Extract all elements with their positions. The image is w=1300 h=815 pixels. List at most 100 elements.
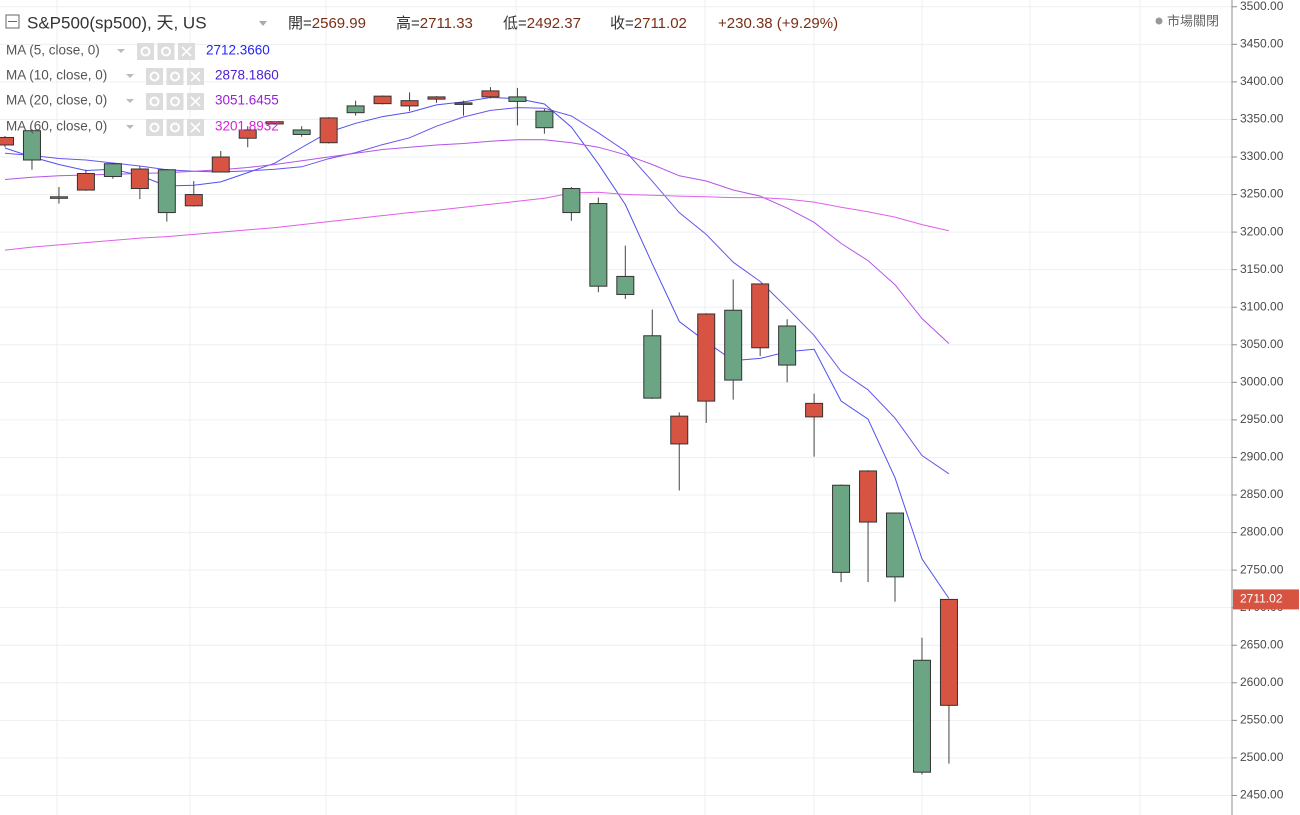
dropdown-arrow[interactable] [259,21,267,26]
ma-gear-glyph [170,96,180,107]
ma-readout: 2878.1860 [215,68,279,83]
ma-dropdown[interactable] [126,99,134,103]
change: +230.38 (+9.29%) [718,15,838,32]
candle-body [319,117,338,144]
quote-value: 2492.37 [527,15,581,32]
ma-close-glyph [190,96,201,107]
y-tick-label: 2550.00 [1240,713,1284,727]
ma-readout: 3201.8932 [215,119,279,134]
candle-body [184,194,203,207]
y-tick-label: 3050.00 [1240,337,1284,351]
candle-body [939,598,958,706]
candle-body [292,129,311,135]
quote-label: 低= [503,15,527,32]
ma-gear-glyph [170,122,180,133]
candle-body [103,163,122,178]
candle-body [859,470,878,523]
ma-eye-button[interactable] [146,93,163,110]
ma-eye-button[interactable] [137,43,154,60]
quote-value: 2711.33 [420,15,473,32]
quote-label: 開= [288,15,312,32]
ma-gear-button[interactable] [166,93,184,110]
y-tick-label: 3250.00 [1240,187,1284,201]
quote-item: 低=2492.37 [503,15,581,32]
quote-label: 收= [610,15,634,32]
ma-line [4,107,950,475]
y-tick-label: 3500.00 [1240,0,1284,13]
ma-close-glyph [190,122,201,133]
ma-gear-button[interactable] [166,119,184,136]
candle-body [373,95,392,105]
last-price-label: 2711.02 [1240,592,1283,606]
candle-body [751,283,770,349]
symbol[interactable]: S&P500(sp500), 天, US [27,13,207,32]
status-dot [1155,17,1163,25]
ma-name[interactable]: MA (5, close, 0) [6,43,100,58]
collapse-icon[interactable] [5,14,20,29]
ma-eye-button[interactable] [146,119,163,136]
candle-body [670,415,689,445]
ma-close-glyph [190,71,201,82]
candle-body [346,105,365,114]
ma-eye-glyph [149,122,160,133]
quote-value: 2711.02 [634,15,687,32]
quote-item: 收=2711.02 [610,15,687,32]
ma-eye-glyph [149,71,160,82]
ma-readout: 2712.3660 [206,43,270,58]
candle-body [481,90,500,98]
y-tick-label: 2900.00 [1240,450,1284,464]
ma-readout: 3051.6455 [215,93,279,108]
y-tick-label: 2450.00 [1240,788,1284,802]
candle-body [508,96,527,102]
candle-body [238,129,257,139]
y-tick-label: 2600.00 [1240,675,1284,689]
ma-gear-button[interactable] [166,68,184,85]
candle-body [157,169,176,214]
ma-dropdown[interactable] [126,74,134,78]
candle-body [22,130,41,161]
candle-body [643,335,662,399]
candle-body [589,203,608,287]
candle-body [724,309,743,381]
ma-dropdown[interactable] [117,49,125,53]
y-tick-label: 3150.00 [1240,262,1284,276]
last-price-tag [1233,589,1299,610]
y-tick-label: 2500.00 [1240,750,1284,764]
ma-name[interactable]: MA (20, close, 0) [6,93,107,108]
ma-eye-button[interactable] [146,68,163,85]
candle-body [454,102,473,105]
candle-body [0,136,14,146]
candle-body [130,168,149,190]
y-tick-label: 2650.00 [1240,637,1284,651]
candle-body [886,512,905,578]
ma-eye-glyph [149,96,160,107]
ma-gear-button[interactable] [157,43,175,60]
ma-name[interactable]: MA (10, close, 0) [6,68,107,83]
quote-label: 高= [396,15,420,32]
quote-item: 高=2711.33 [396,15,473,32]
ma-dropdown[interactable] [126,125,134,129]
y-tick-label: 3200.00 [1240,224,1284,238]
y-tick-label: 2850.00 [1240,487,1284,501]
ma-eye-glyph [140,46,151,57]
candle-body [805,402,824,418]
quote-item: 開=2569.99 [288,15,366,32]
y-tick-label: 3300.00 [1240,149,1284,163]
candle-body [211,156,230,173]
candle-body [427,96,446,100]
candle-body [265,121,284,125]
y-tick-label: 3000.00 [1240,375,1284,389]
candle-body [616,275,635,295]
ma-gear-glyph [170,71,180,82]
y-tick-label: 3100.00 [1240,299,1284,313]
candle-body [400,100,419,107]
y-tick-label: 3450.00 [1240,36,1284,50]
candle-body [832,484,851,573]
ma-name[interactable]: MA (60, close, 0) [6,119,107,134]
candle-body [535,110,554,129]
ma-gear-glyph [161,46,171,57]
y-tick-label: 2800.00 [1240,525,1284,539]
ma-close-glyph [181,46,192,57]
